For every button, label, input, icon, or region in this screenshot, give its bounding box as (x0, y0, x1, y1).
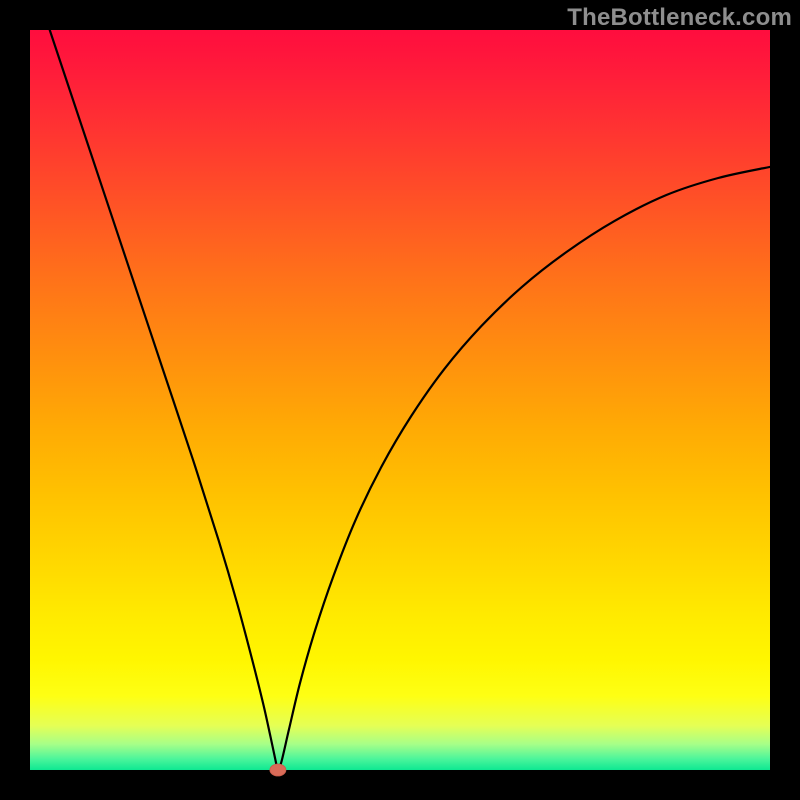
stage: TheBottleneck.com (0, 0, 800, 800)
chart-svg (0, 0, 800, 800)
watermark-text: TheBottleneck.com (567, 4, 792, 32)
optimum-marker (270, 764, 286, 776)
plot-area (30, 30, 770, 770)
